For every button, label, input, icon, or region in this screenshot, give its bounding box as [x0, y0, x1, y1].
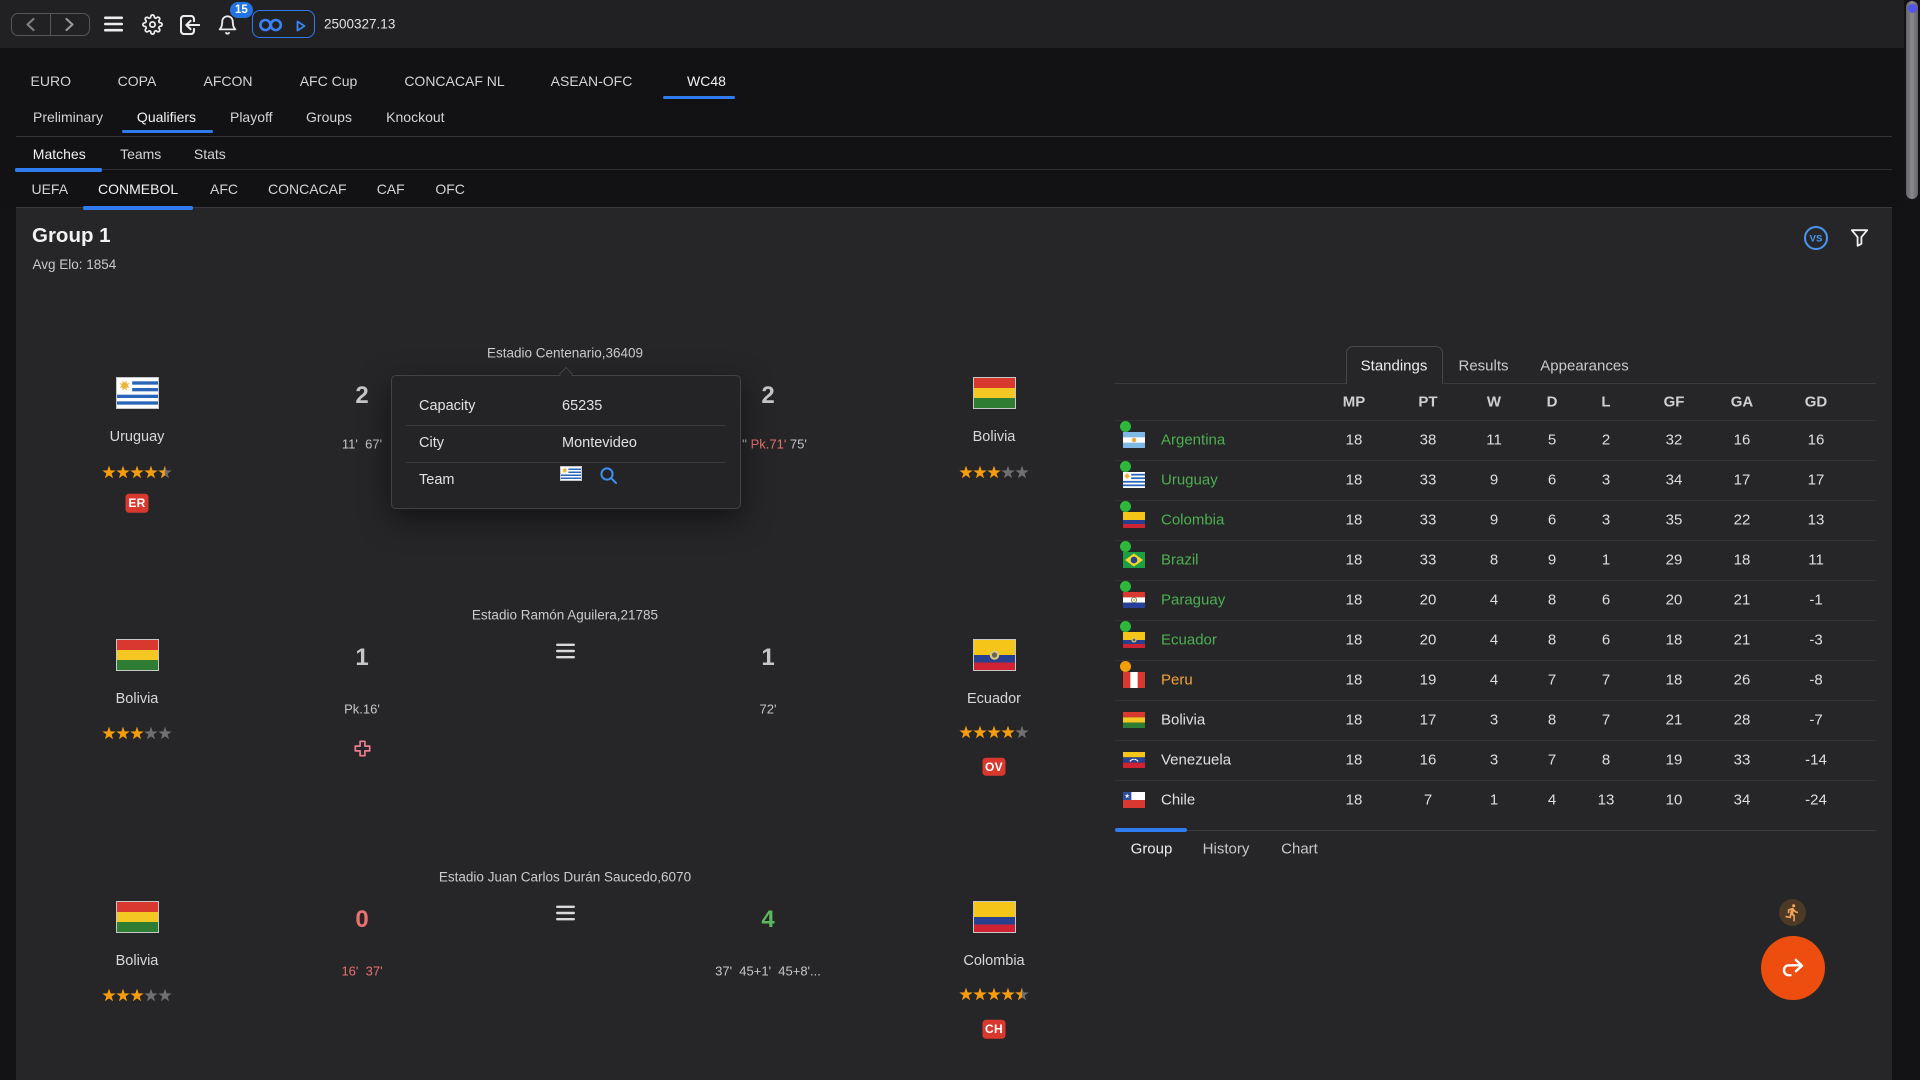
svg-text:VS: VS	[1809, 234, 1822, 245]
